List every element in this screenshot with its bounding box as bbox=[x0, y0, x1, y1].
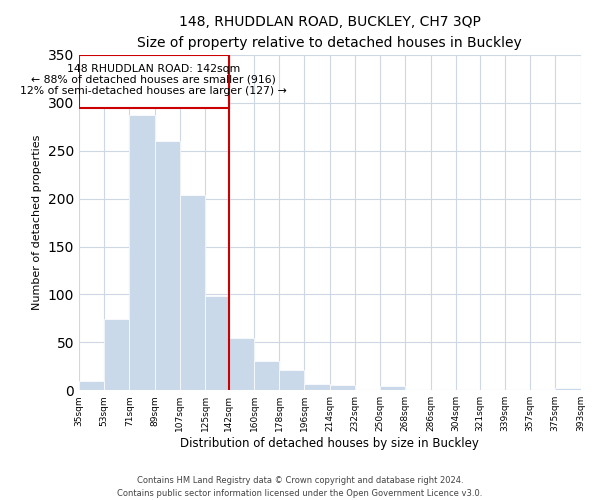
Bar bbox=[79, 55, 229, 108]
Text: 148 RHUDDLAN ROAD: 142sqm: 148 RHUDDLAN ROAD: 142sqm bbox=[67, 64, 241, 74]
Bar bbox=[205, 296, 229, 390]
Bar bbox=[279, 370, 304, 390]
Bar bbox=[180, 195, 205, 390]
Title: 148, RHUDDLAN ROAD, BUCKLEY, CH7 3QP
Size of property relative to detached house: 148, RHUDDLAN ROAD, BUCKLEY, CH7 3QP Siz… bbox=[137, 15, 522, 50]
Text: 12% of semi-detached houses are larger (127) →: 12% of semi-detached houses are larger (… bbox=[20, 86, 287, 96]
Bar bbox=[254, 360, 279, 390]
X-axis label: Distribution of detached houses by size in Buckley: Distribution of detached houses by size … bbox=[180, 437, 479, 450]
Bar bbox=[155, 141, 180, 390]
Bar bbox=[130, 116, 155, 390]
Bar bbox=[79, 380, 104, 390]
Y-axis label: Number of detached properties: Number of detached properties bbox=[32, 135, 42, 310]
Bar bbox=[555, 388, 581, 390]
Bar bbox=[380, 386, 406, 390]
Bar bbox=[104, 320, 130, 390]
Bar bbox=[329, 386, 355, 390]
Text: Contains HM Land Registry data © Crown copyright and database right 2024.
Contai: Contains HM Land Registry data © Crown c… bbox=[118, 476, 482, 498]
Text: ← 88% of detached houses are smaller (916): ← 88% of detached houses are smaller (91… bbox=[31, 74, 276, 84]
Bar bbox=[304, 384, 329, 390]
Bar bbox=[229, 338, 254, 390]
